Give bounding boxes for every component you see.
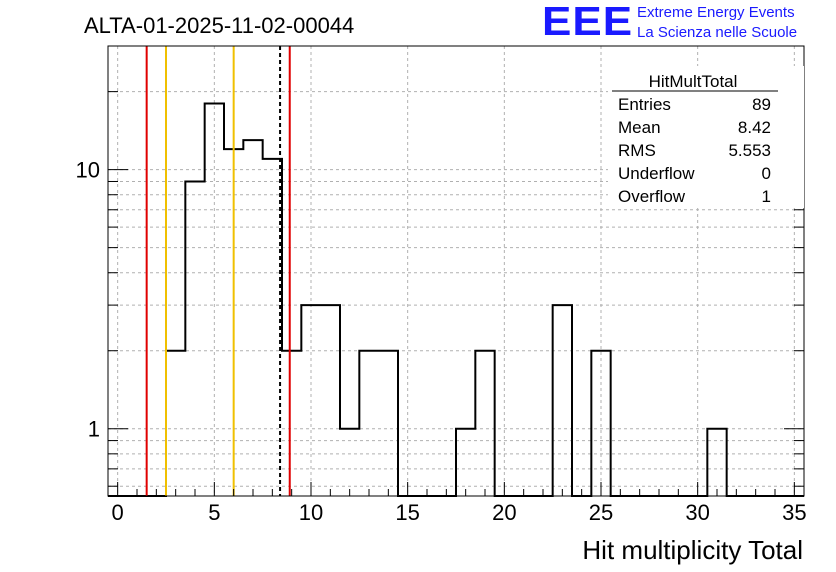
plot-frame: [107, 45, 805, 497]
histogram-bar: [243, 140, 262, 496]
stats-row-value: 8.42: [738, 118, 771, 137]
eee-logo: EEE: [542, 0, 634, 45]
histogram-bar: [553, 305, 572, 496]
x-tick-label: 10: [299, 500, 323, 525]
histogram-bar: [185, 181, 204, 496]
histogram-bar: [166, 351, 185, 496]
histogram-bar: [282, 351, 301, 496]
eee-tagline-2: La Scienza nelle Scuole: [637, 24, 798, 41]
histogram-bar: [359, 351, 378, 496]
x-tick-label: 15: [395, 500, 419, 525]
stats-row-label: Overflow: [618, 187, 686, 206]
marker-lines: [145, 46, 291, 496]
y-tick-label: 10: [76, 158, 100, 183]
stats-row-value: 89: [752, 95, 771, 114]
x-tick-label: 25: [589, 500, 613, 525]
stats-row-value: 1: [762, 187, 771, 206]
x-axis-label: Hit multiplicity Total: [582, 535, 803, 565]
stats-row-label: Underflow: [618, 164, 695, 183]
stats-box: HitMultTotal Entries 89 Mean 8.42 RMS 5.553 Un…: [608, 66, 804, 208]
stats-row-value: 5.553: [728, 141, 771, 160]
stats-row-label: RMS: [618, 141, 656, 160]
stats-box-background: [608, 66, 804, 208]
chart-title: ALTA-01-2025-11-02-00044: [84, 13, 354, 38]
stats-rows: Entries 89 Mean 8.42 RMS 5.553 Underflow 0 Overf…: [618, 95, 771, 206]
x-tick-label: 5: [208, 500, 220, 525]
stats-row-label: Entries: [618, 95, 671, 114]
stats-row-value: 0: [762, 164, 771, 183]
x-tick-label: 30: [685, 500, 709, 525]
y-tick-label: 1: [88, 417, 100, 442]
x-tick-label: 0: [112, 500, 124, 525]
histogram-bar: [321, 305, 340, 496]
x-tick-label: 35: [782, 500, 806, 525]
stats-title: HitMultTotal: [649, 72, 738, 91]
histogram-bar: [475, 351, 494, 496]
eee-tagline-1: Extreme Energy Events: [637, 4, 795, 21]
stats-row-label: Mean: [618, 118, 661, 137]
histogram-bar: [379, 351, 398, 496]
x-tick-label: 20: [492, 500, 516, 525]
